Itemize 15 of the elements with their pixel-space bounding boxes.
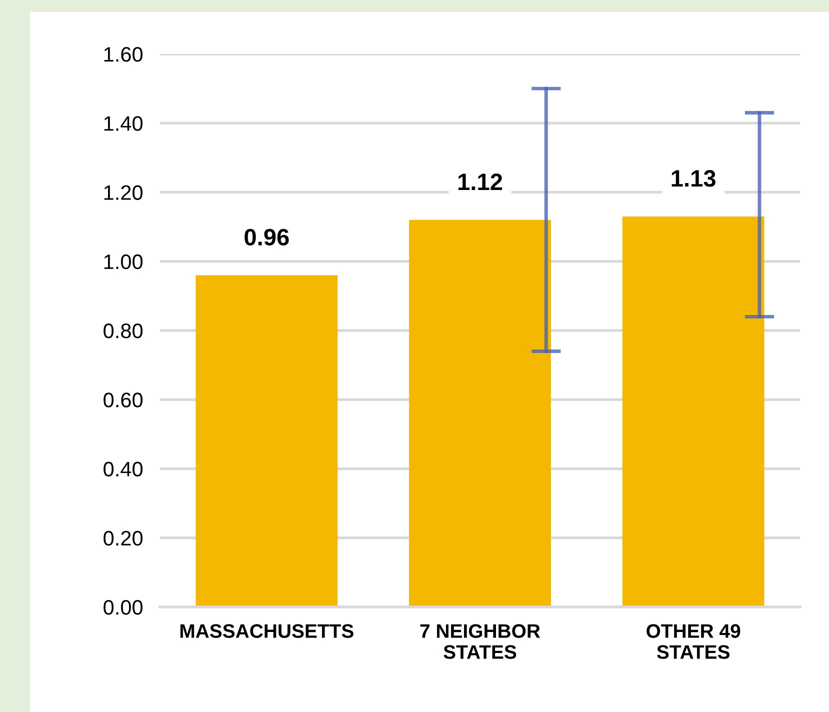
y-tick-label: 0.40: [104, 462, 143, 477]
data-label: 1.12: [458, 174, 502, 190]
y-tick-label: 0.80: [104, 324, 143, 338]
y-tick-label: 1.00: [104, 254, 143, 270]
y-tick-label: 0.00: [104, 600, 143, 615]
y-tick-label: 1.60: [104, 47, 143, 62]
x-tick-label: 7 NEIGHBOR STATES: [420, 624, 540, 659]
data-label: 0.96: [244, 228, 289, 246]
y-tick-label: 0.60: [104, 392, 143, 408]
x-tick-label: OTHER 49 STATES: [646, 624, 740, 659]
y-tick-label: 0.20: [104, 530, 143, 546]
data-label: 1.13: [672, 170, 716, 187]
y-tick-label: 1.40: [104, 116, 143, 131]
y-tick-label: 1.20: [104, 185, 143, 200]
x-tick-label: MASSACHUSETTS: [180, 624, 354, 638]
